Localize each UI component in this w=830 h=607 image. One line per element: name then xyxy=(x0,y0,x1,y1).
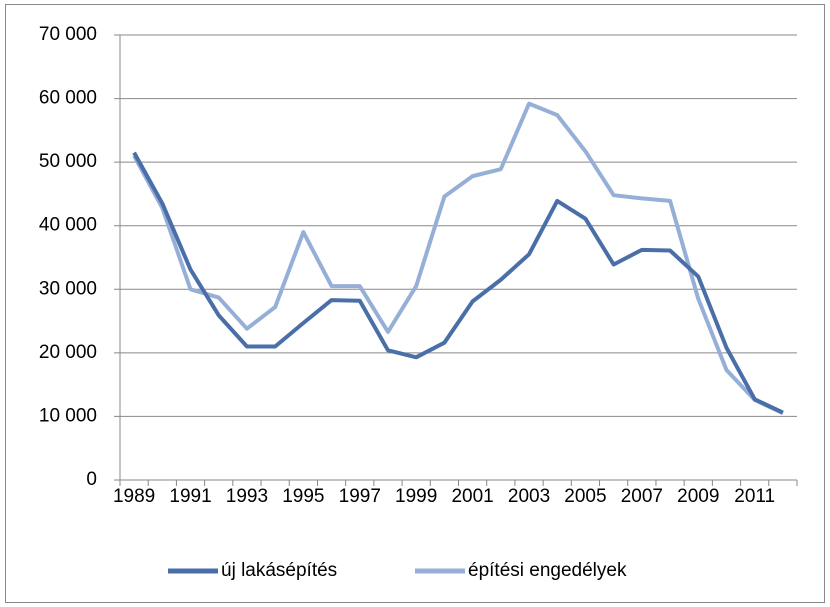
y-tick-label: 70 000 xyxy=(39,24,97,45)
x-tick-label: 2001 xyxy=(451,486,493,507)
y-tick-label: 50 000 xyxy=(39,151,97,172)
legend-label: új lakásépítés xyxy=(221,560,337,581)
x-tick-label: 2003 xyxy=(508,486,550,507)
x-tick-label: 1997 xyxy=(339,486,381,507)
series-line xyxy=(132,151,784,415)
y-tick-label: 40 000 xyxy=(39,215,97,236)
x-tick-label: 2005 xyxy=(564,486,606,507)
x-tick-label: 1989 xyxy=(113,486,155,507)
x-tick-label: 2009 xyxy=(677,486,719,507)
y-tick-label: 30 000 xyxy=(39,278,97,299)
legend-label: építési engedélyek xyxy=(468,560,627,581)
x-tick-label: 1993 xyxy=(226,486,268,507)
x-tick-label: 1991 xyxy=(169,486,211,507)
x-tick-label: 2007 xyxy=(621,486,663,507)
y-tick-label: 20 000 xyxy=(39,342,97,363)
series-line xyxy=(132,101,784,416)
x-tick-label: 2011 xyxy=(734,486,775,507)
x-tick-label: 1995 xyxy=(282,486,324,507)
y-tick-label: 0 xyxy=(86,469,97,490)
y-tick-label: 10 000 xyxy=(39,405,97,426)
chart-border xyxy=(5,4,825,603)
y-tick-label: 60 000 xyxy=(39,88,97,109)
x-tick-label: 1999 xyxy=(395,486,437,507)
